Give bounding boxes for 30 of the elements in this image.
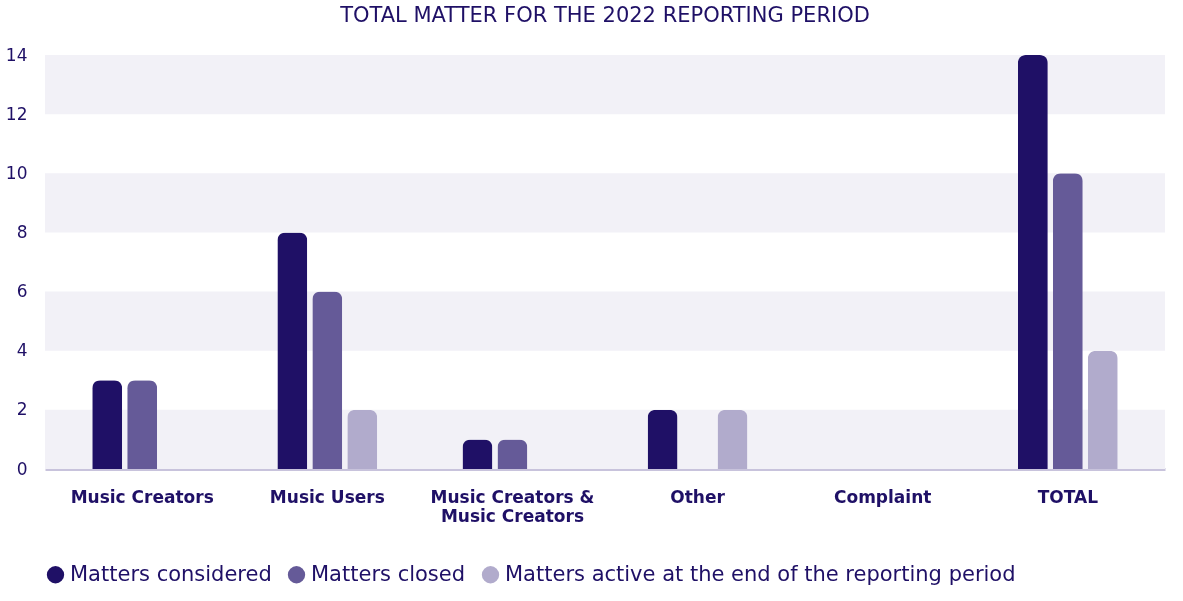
y-tick-label: 6 <box>16 281 28 302</box>
bar <box>92 380 123 469</box>
x-tick-label: Music Creators & Music Creators <box>430 486 595 526</box>
legend-label: Matters active at the end of the reporting period <box>505 561 1016 586</box>
x-tick-label: Music Creators <box>70 486 214 507</box>
bar <box>1052 173 1083 469</box>
legend-label: Matters considered <box>70 561 272 586</box>
bar <box>127 380 158 469</box>
y-tick-label: 12 <box>5 103 28 124</box>
chart-title: TOTAL MATTER FOR THE 2022 REPORTING PERIOD <box>339 3 870 27</box>
x-tick-label: TOTAL <box>1037 486 1099 507</box>
y-tick-label: 8 <box>16 221 28 242</box>
bar <box>647 409 678 469</box>
bar <box>497 439 528 469</box>
bar <box>1087 350 1118 469</box>
x-tick-label: Music Users <box>269 486 385 507</box>
x-tick-label: Complaint <box>833 486 932 507</box>
legend-label: Matters closed <box>311 561 466 586</box>
bar <box>312 291 343 469</box>
bar <box>347 409 378 469</box>
bar <box>717 409 748 469</box>
y-tick-label: 2 <box>16 399 28 420</box>
bar <box>1017 55 1048 469</box>
y-tick-label: 4 <box>16 340 28 361</box>
bar <box>462 439 493 469</box>
y-tick-label: 14 <box>5 44 28 65</box>
y-tick-label: 0 <box>16 458 28 479</box>
x-tick-label: Other <box>670 486 726 507</box>
bar <box>277 232 308 469</box>
y-tick-label: 10 <box>5 162 28 183</box>
